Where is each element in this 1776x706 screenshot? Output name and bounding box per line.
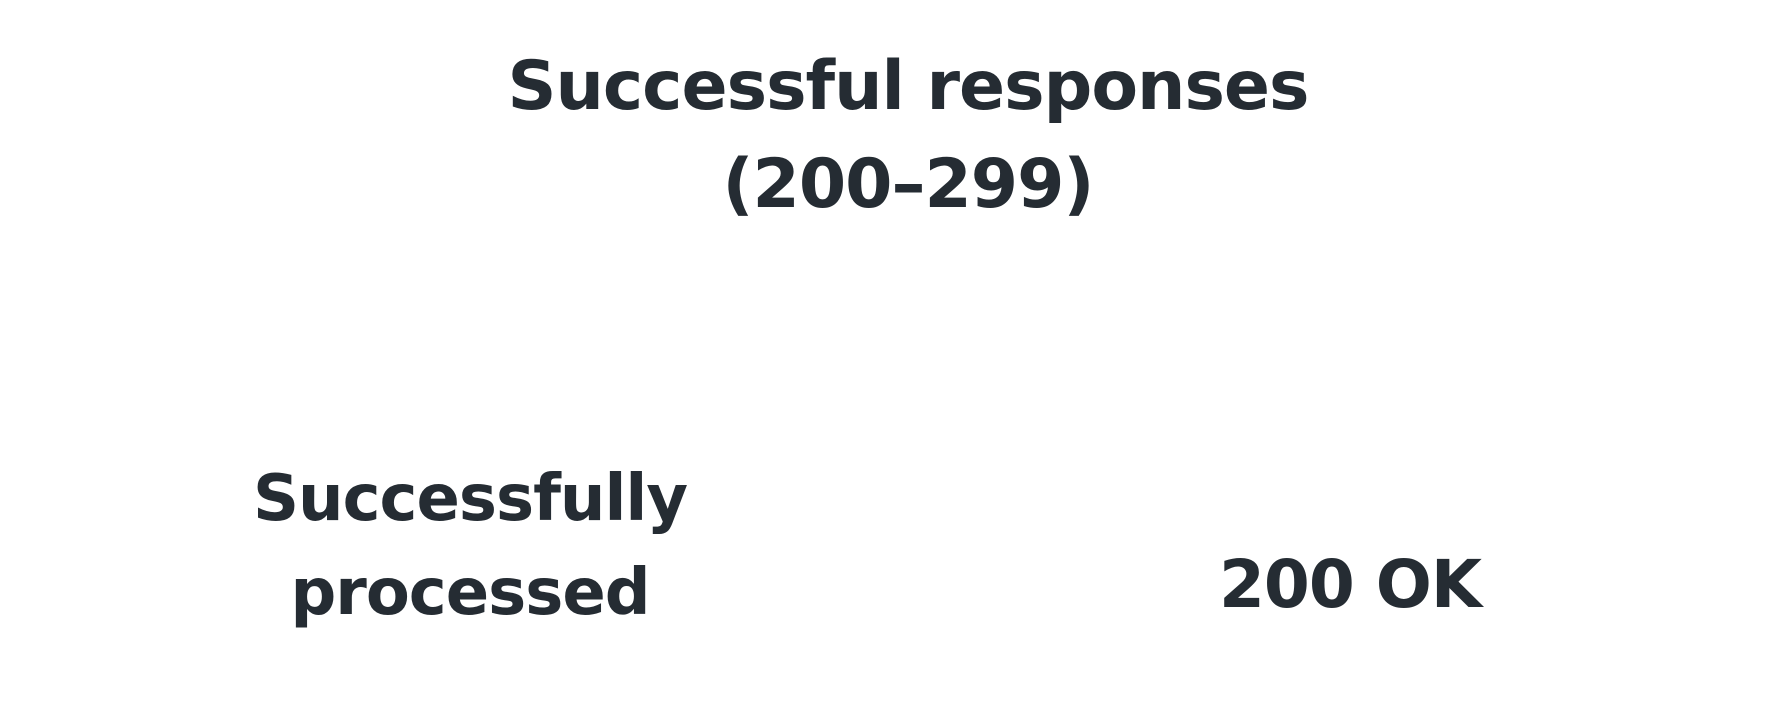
section-title: Successful responses (200–299) [0,38,1776,234]
status-description-line-1: Successfully [252,462,688,536]
status-description: Successfully processed [200,452,740,640]
section-title-line-2: (200–299) [722,145,1094,224]
status-description-line-2: processed [290,556,650,630]
section-title-line-1: Successful responses [507,47,1309,126]
status-code-label: 200 OK [1219,546,1482,623]
